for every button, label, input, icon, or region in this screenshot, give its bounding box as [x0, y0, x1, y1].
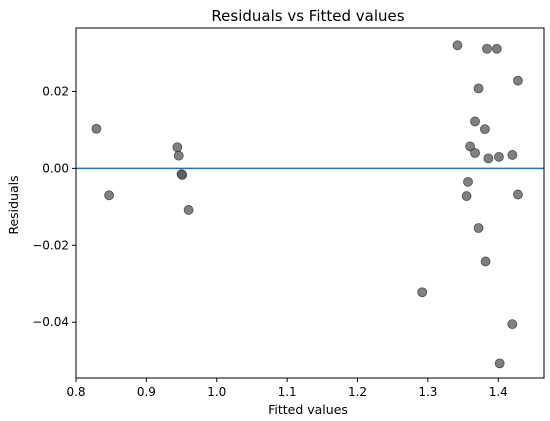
data-point	[494, 151, 504, 162]
data-point	[172, 142, 183, 153]
data-point	[507, 150, 518, 160]
plot-area	[76, 40, 544, 369]
y-tick-label: 0.00	[42, 161, 69, 175]
x-tick-label: 1.1	[278, 385, 297, 399]
data-point	[473, 223, 484, 233]
data-point	[465, 141, 476, 152]
x-tick-label: 0.9	[137, 385, 156, 399]
data-point	[173, 150, 184, 161]
x-tick-label: 1.2	[348, 385, 367, 399]
x-tick-label: 1.4	[489, 385, 508, 399]
data-point	[480, 256, 491, 267]
chart-title: Residuals vs Fitted values	[211, 7, 404, 25]
data-point	[491, 43, 502, 54]
y-axis: −0.04 −0.02 0.00 0.02	[32, 84, 76, 329]
y-axis-label: Residuals	[6, 175, 21, 234]
x-tick-label: 1.0	[207, 385, 226, 399]
data-point	[177, 170, 188, 180]
y-tick-label: −0.02	[32, 238, 69, 252]
data-point	[470, 116, 480, 127]
data-point	[483, 153, 494, 164]
data-point	[513, 75, 523, 86]
data-point	[417, 287, 428, 298]
x-tick-label: 0.8	[66, 385, 85, 399]
y-tick-label: 0.02	[42, 84, 69, 98]
axes-frame	[75, 27, 545, 379]
data-point	[461, 191, 472, 201]
data-point	[91, 123, 102, 134]
data-point	[473, 83, 484, 94]
data-point	[183, 205, 194, 215]
x-axis: 0.8 0.9 1.0 1.1 1.2 1.3 1.4	[66, 378, 508, 399]
data-point	[507, 319, 518, 330]
data-point	[104, 190, 114, 201]
y-tick-label: −0.04	[32, 315, 69, 329]
data-point	[482, 43, 492, 54]
data-point	[452, 40, 463, 51]
x-axis-label: Fitted values	[268, 402, 348, 417]
data-point	[463, 176, 473, 187]
data-point	[494, 358, 505, 369]
data-point	[513, 189, 523, 200]
data-point	[479, 124, 490, 135]
x-tick-label: 1.3	[418, 385, 437, 399]
data-point	[470, 148, 480, 158]
